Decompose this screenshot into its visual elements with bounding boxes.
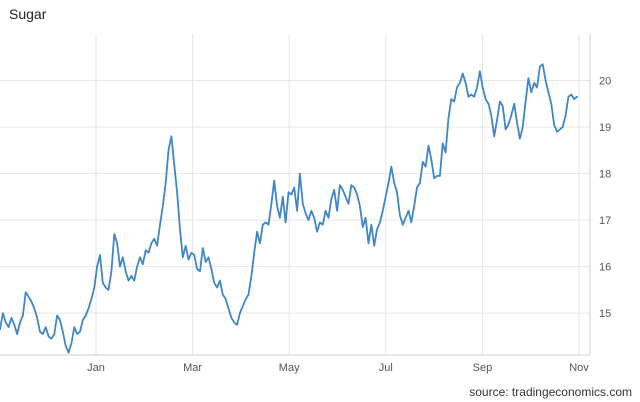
- series-layer: [0, 63, 578, 354]
- y-tick-label: 16: [599, 262, 611, 274]
- source-note: source: tradingeconomics.com: [469, 385, 632, 399]
- x-tick-label: Mar: [183, 362, 202, 374]
- x-tick-label: Sep: [473, 362, 493, 374]
- y-tick-label: 15: [599, 308, 611, 320]
- x-tick-label: May: [279, 362, 300, 374]
- y-tick-label: 20: [599, 76, 611, 88]
- x-axis-labels: Jan Mar May Jul Sep Nov: [87, 362, 589, 374]
- sugar-price-line: [0, 63, 578, 354]
- x-tick-label: Jan: [87, 362, 105, 374]
- x-tick-label: Nov: [569, 362, 589, 374]
- y-tick-label: 17: [599, 215, 611, 227]
- y-axis-labels: 15 16 17 18 19 20: [599, 76, 611, 321]
- axes: [0, 34, 591, 356]
- x-tick-label: Jul: [379, 362, 393, 374]
- y-tick-label: 19: [599, 122, 611, 134]
- chart-title: Sugar: [9, 6, 47, 22]
- y-tick-label: 18: [599, 169, 611, 181]
